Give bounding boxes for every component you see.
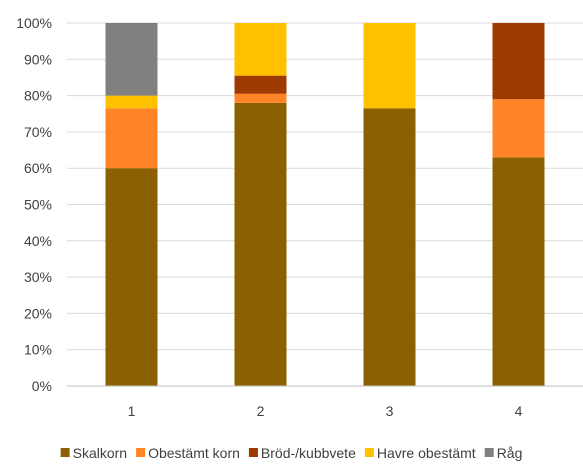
bar-segment-br-d-kubbvete-2: [234, 75, 287, 94]
y-tick-label: 40%: [24, 233, 52, 249]
bar-area: [105, 23, 545, 387]
legend-label: Bröd-/kubbvete: [261, 445, 356, 461]
y-tick-label: 100%: [16, 15, 52, 31]
x-tick-label: 4: [515, 403, 523, 419]
legend-item: Obestämt korn: [136, 445, 240, 461]
y-axis-tick-labels: 0% 10% 20% 30% 40% 50% 60% 70% 80% 90% 100%: [16, 15, 52, 394]
x-tick-label: 2: [257, 403, 265, 419]
legend-swatch: [60, 448, 70, 457]
x-axis-tick-labels: 1 2 3 4: [128, 403, 523, 419]
legend-label: Skalkorn: [73, 445, 127, 461]
y-tick-label: 80%: [24, 88, 52, 104]
legend: Skalkorn Obestämt korn Bröd-/kubbvete Havre…: [60, 445, 523, 461]
x-tick-label: 1: [128, 403, 136, 419]
legend-swatch: [484, 448, 494, 457]
legend-label: Obestämt korn: [148, 445, 240, 461]
bar-segment-obest-mt-korn-2: [234, 93, 287, 103]
x-tick-label: 3: [386, 403, 394, 419]
y-tick-label: 0%: [32, 378, 52, 394]
bar-segment-obest-mt-korn-4: [492, 99, 545, 158]
y-tick-label: 20%: [24, 305, 52, 321]
y-tick-label: 90%: [24, 51, 52, 67]
legend-item: Skalkorn: [60, 445, 127, 461]
y-tick-label: 50%: [24, 197, 52, 213]
bar-segment-skalkorn-3: [363, 108, 416, 387]
legend-swatch: [248, 448, 258, 457]
legend-swatch: [136, 448, 146, 457]
bar-segment-havre-obest-mt-2: [234, 23, 287, 76]
legend-label: Råg: [497, 445, 523, 461]
bar-segment-r-g-1: [105, 23, 158, 96]
y-tick-label: 10%: [24, 342, 52, 358]
bar-segment-obest-mt-korn-1: [105, 108, 158, 169]
y-tick-label: 30%: [24, 269, 52, 285]
legend-swatch: [364, 448, 374, 457]
bar-segment-skalkorn-2: [234, 102, 287, 387]
y-tick-label: 60%: [24, 160, 52, 176]
bar-segment-havre-obest-mt-3: [363, 23, 416, 109]
legend-item: Havre obestämt: [364, 445, 476, 461]
bar-segment-skalkorn-1: [105, 168, 158, 386]
legend-item: Bröd-/kubbvete: [248, 445, 356, 461]
bar-segment-havre-obest-mt-1: [105, 95, 158, 109]
y-tick-label: 70%: [24, 124, 52, 140]
legend-label: Havre obestämt: [377, 445, 476, 461]
legend-item: Råg: [484, 445, 523, 461]
bar-segment-skalkorn-4: [492, 157, 545, 386]
bar-segment-br-d-kubbvete-4: [492, 23, 545, 100]
